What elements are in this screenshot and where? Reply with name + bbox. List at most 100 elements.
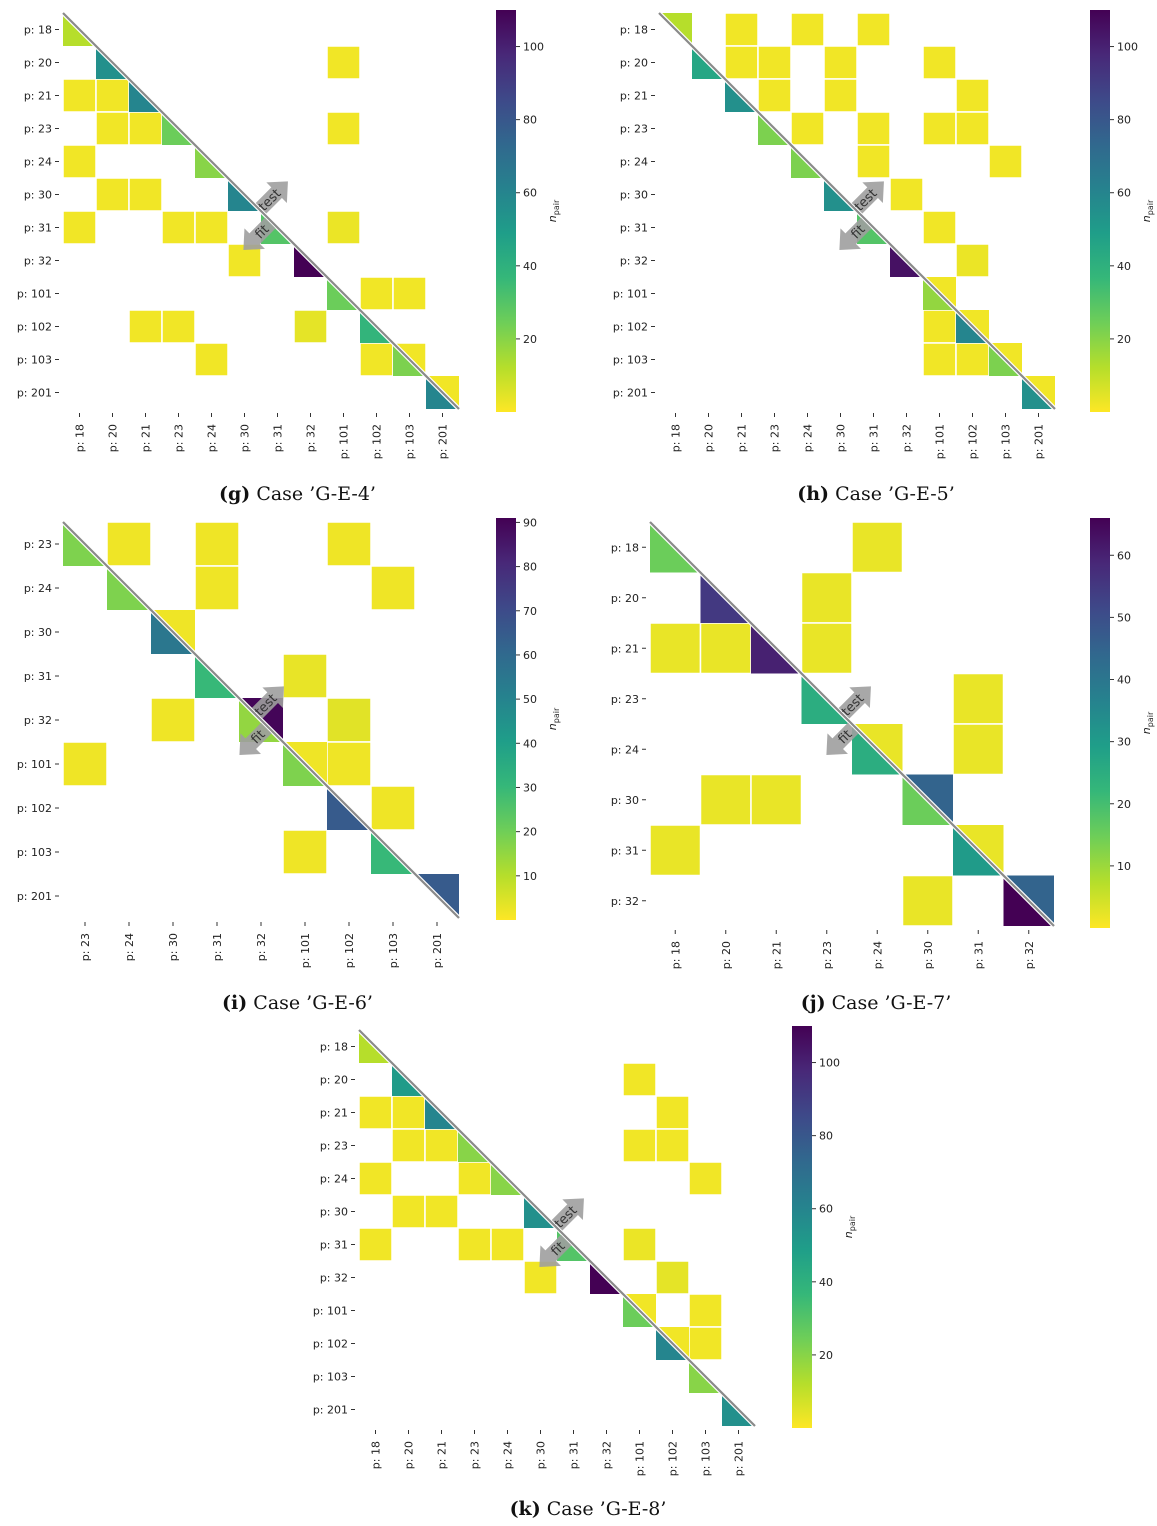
heatmap-cell-p102-p23 (161, 309, 196, 344)
heatmap-cell-p24-p103 (688, 1161, 723, 1196)
x-tick-label: p: 103 (700, 1441, 713, 1476)
heatmap-cell-p18-p21 (724, 12, 759, 47)
colorbar (496, 10, 516, 412)
heatmap-cell-p103-p101 (922, 342, 957, 377)
y-tick-label: p: 23 (620, 123, 648, 136)
colorbar-label: npair (1140, 199, 1155, 222)
y-tick-label: p: 32 (320, 1272, 348, 1285)
caption-h-text: Case ’G-E-5’ (835, 483, 955, 505)
heatmap-cell-p31-p24 (194, 210, 229, 245)
colorbar-tick-label: 20 (819, 1349, 833, 1362)
colorbar-tick-label: 70 (523, 605, 537, 618)
heatmap-cell-p21-p20 (391, 1095, 426, 1130)
test-arrow (851, 181, 884, 214)
heatmap-cell-p21-p18 (358, 1095, 393, 1130)
diagonal-line (649, 521, 1055, 927)
x-tick-label: p: 201 (733, 1441, 746, 1476)
fit-arrow (839, 217, 872, 250)
heatmap-cell-p18-p24 (790, 12, 825, 47)
heatmap-cell-p31-p101 (622, 1227, 657, 1262)
y-tick-label: p: 31 (24, 222, 52, 235)
fit-arrow (239, 722, 272, 756)
y-tick-label: p: 30 (611, 794, 639, 807)
x-tick-label: p: 30 (239, 424, 252, 452)
y-tick-label: p: 201 (17, 890, 52, 903)
y-tick-label: p: 30 (24, 189, 52, 202)
x-tick-label: p: 24 (502, 1441, 515, 1469)
heatmap-panel-k: test fit p: 18 p: 20 p: 21 p: 23 p: 24 p: 30 p: … (298, 1020, 878, 1490)
y-tick-label: p: 101 (17, 758, 52, 771)
y-tick-label: p: 23 (24, 123, 52, 136)
heatmap-panel-g: test fit p: 18 p: 20 p: 21 p: 23 p: 24 p: 30 p: … (0, 0, 595, 470)
y-tick-label: p: 103 (613, 354, 648, 367)
colorbar-tick-label: 100 (523, 41, 544, 54)
y-tick-label: p: 103 (17, 354, 52, 367)
heatmap-cell-p32-p30 (150, 697, 196, 743)
diagonal-line (62, 521, 460, 919)
x-tick-label: p: 30 (535, 1441, 548, 1469)
heatmap-cell-p24-p31 (856, 144, 891, 179)
x-tick-label: p: 20 (720, 941, 733, 969)
x-tick-label: p: 32 (1023, 941, 1036, 969)
colorbar-tick-label: 50 (1117, 611, 1131, 624)
x-tick-label: p: 103 (404, 424, 417, 459)
colorbar-tick-label: 90 (523, 516, 537, 529)
heatmap-panel-h: test fit p: 18 p: 20 p: 21 p: 23 p: 24 p: 30 p: … (595, 0, 1157, 470)
x-tick-label: p: 201 (437, 424, 450, 459)
heatmap-cell-p23-p31 (194, 521, 240, 567)
x-tick-label: p: 103 (387, 933, 400, 968)
y-tick-label: p: 103 (313, 1371, 348, 1384)
colorbar-tick-label: 60 (523, 649, 537, 662)
heatmap-cell-p21-p20 (699, 622, 752, 675)
heatmap-cell-p102-p101 (922, 309, 957, 344)
caption-k: (k) Case ’G-E-8’ (298, 1498, 878, 1520)
heatmap-panel-i: test fit p: 23 p: 24 p: 30 p: 31 p: 32 p: 101 p:… (0, 510, 595, 990)
x-tick-label: p: 23 (173, 424, 186, 452)
caption-g: (g) Case ’G-E-4’ (0, 483, 595, 505)
heatmap-cell-p24-p103 (370, 565, 416, 611)
caption-g-text: Case ’G-E-4’ (256, 483, 376, 505)
heatmap-cell-p23-p31 (952, 672, 1005, 725)
heatmap-panel-j: test fit p: 18 p: 20 p: 21 p: 23 p: 24 p: 30 p: … (595, 510, 1157, 990)
heatmap-cell-p30-p20 (391, 1194, 426, 1229)
y-tick-label: p: 23 (24, 538, 52, 551)
y-tick-label: p: 18 (320, 1041, 348, 1054)
x-tick-label: p: 31 (211, 933, 224, 961)
x-tick-label: p: 101 (338, 424, 351, 459)
test-arrow (255, 181, 288, 214)
y-tick-label: p: 101 (613, 288, 648, 301)
y-tick-label: p: 20 (320, 1074, 348, 1087)
colorbar-tick-label: 80 (1117, 114, 1131, 127)
colorbar-tick-label: 60 (523, 187, 537, 200)
y-tick-label: p: 20 (611, 592, 639, 605)
caption-i-text: Case ’G-E-6’ (253, 992, 373, 1014)
heatmap-cell-p21-p102 (655, 1095, 690, 1130)
heatmap-cell-p30-p21 (128, 177, 163, 212)
heatmap-cell-p18-p24 (851, 521, 904, 574)
colorbar-tick-label: 60 (1117, 549, 1131, 562)
fit-arrow (539, 1234, 572, 1267)
y-tick-label: p: 24 (611, 743, 639, 756)
colorbar-tick-label: 20 (523, 333, 537, 346)
y-tick-label: p: 23 (611, 693, 639, 706)
caption-h-tag: (h) (797, 483, 830, 505)
x-tick-label: p: 24 (802, 424, 815, 452)
heatmap-cell-p31-p101 (922, 210, 957, 245)
heatmap-cell-p23-p31 (856, 111, 891, 146)
colorbar (1090, 518, 1110, 928)
colorbar-tick-label: 80 (819, 1130, 833, 1143)
y-tick-label: p: 20 (24, 57, 52, 70)
heatmap-cell-p31-p18 (358, 1227, 393, 1262)
x-tick-label: p: 201 (431, 933, 444, 968)
caption-j-tag: (j) (800, 992, 826, 1014)
x-tick-label: p: 32 (305, 424, 318, 452)
y-tick-label: p: 201 (17, 387, 52, 400)
heatmap-cell-p31-p23 (161, 210, 196, 245)
heatmap-cell-p24-p103 (988, 144, 1023, 179)
colorbar-tick-label: 20 (1117, 798, 1131, 811)
heatmap-cell-p32-p102 (326, 697, 372, 743)
heatmap-cell-p32-p102 (955, 243, 990, 278)
